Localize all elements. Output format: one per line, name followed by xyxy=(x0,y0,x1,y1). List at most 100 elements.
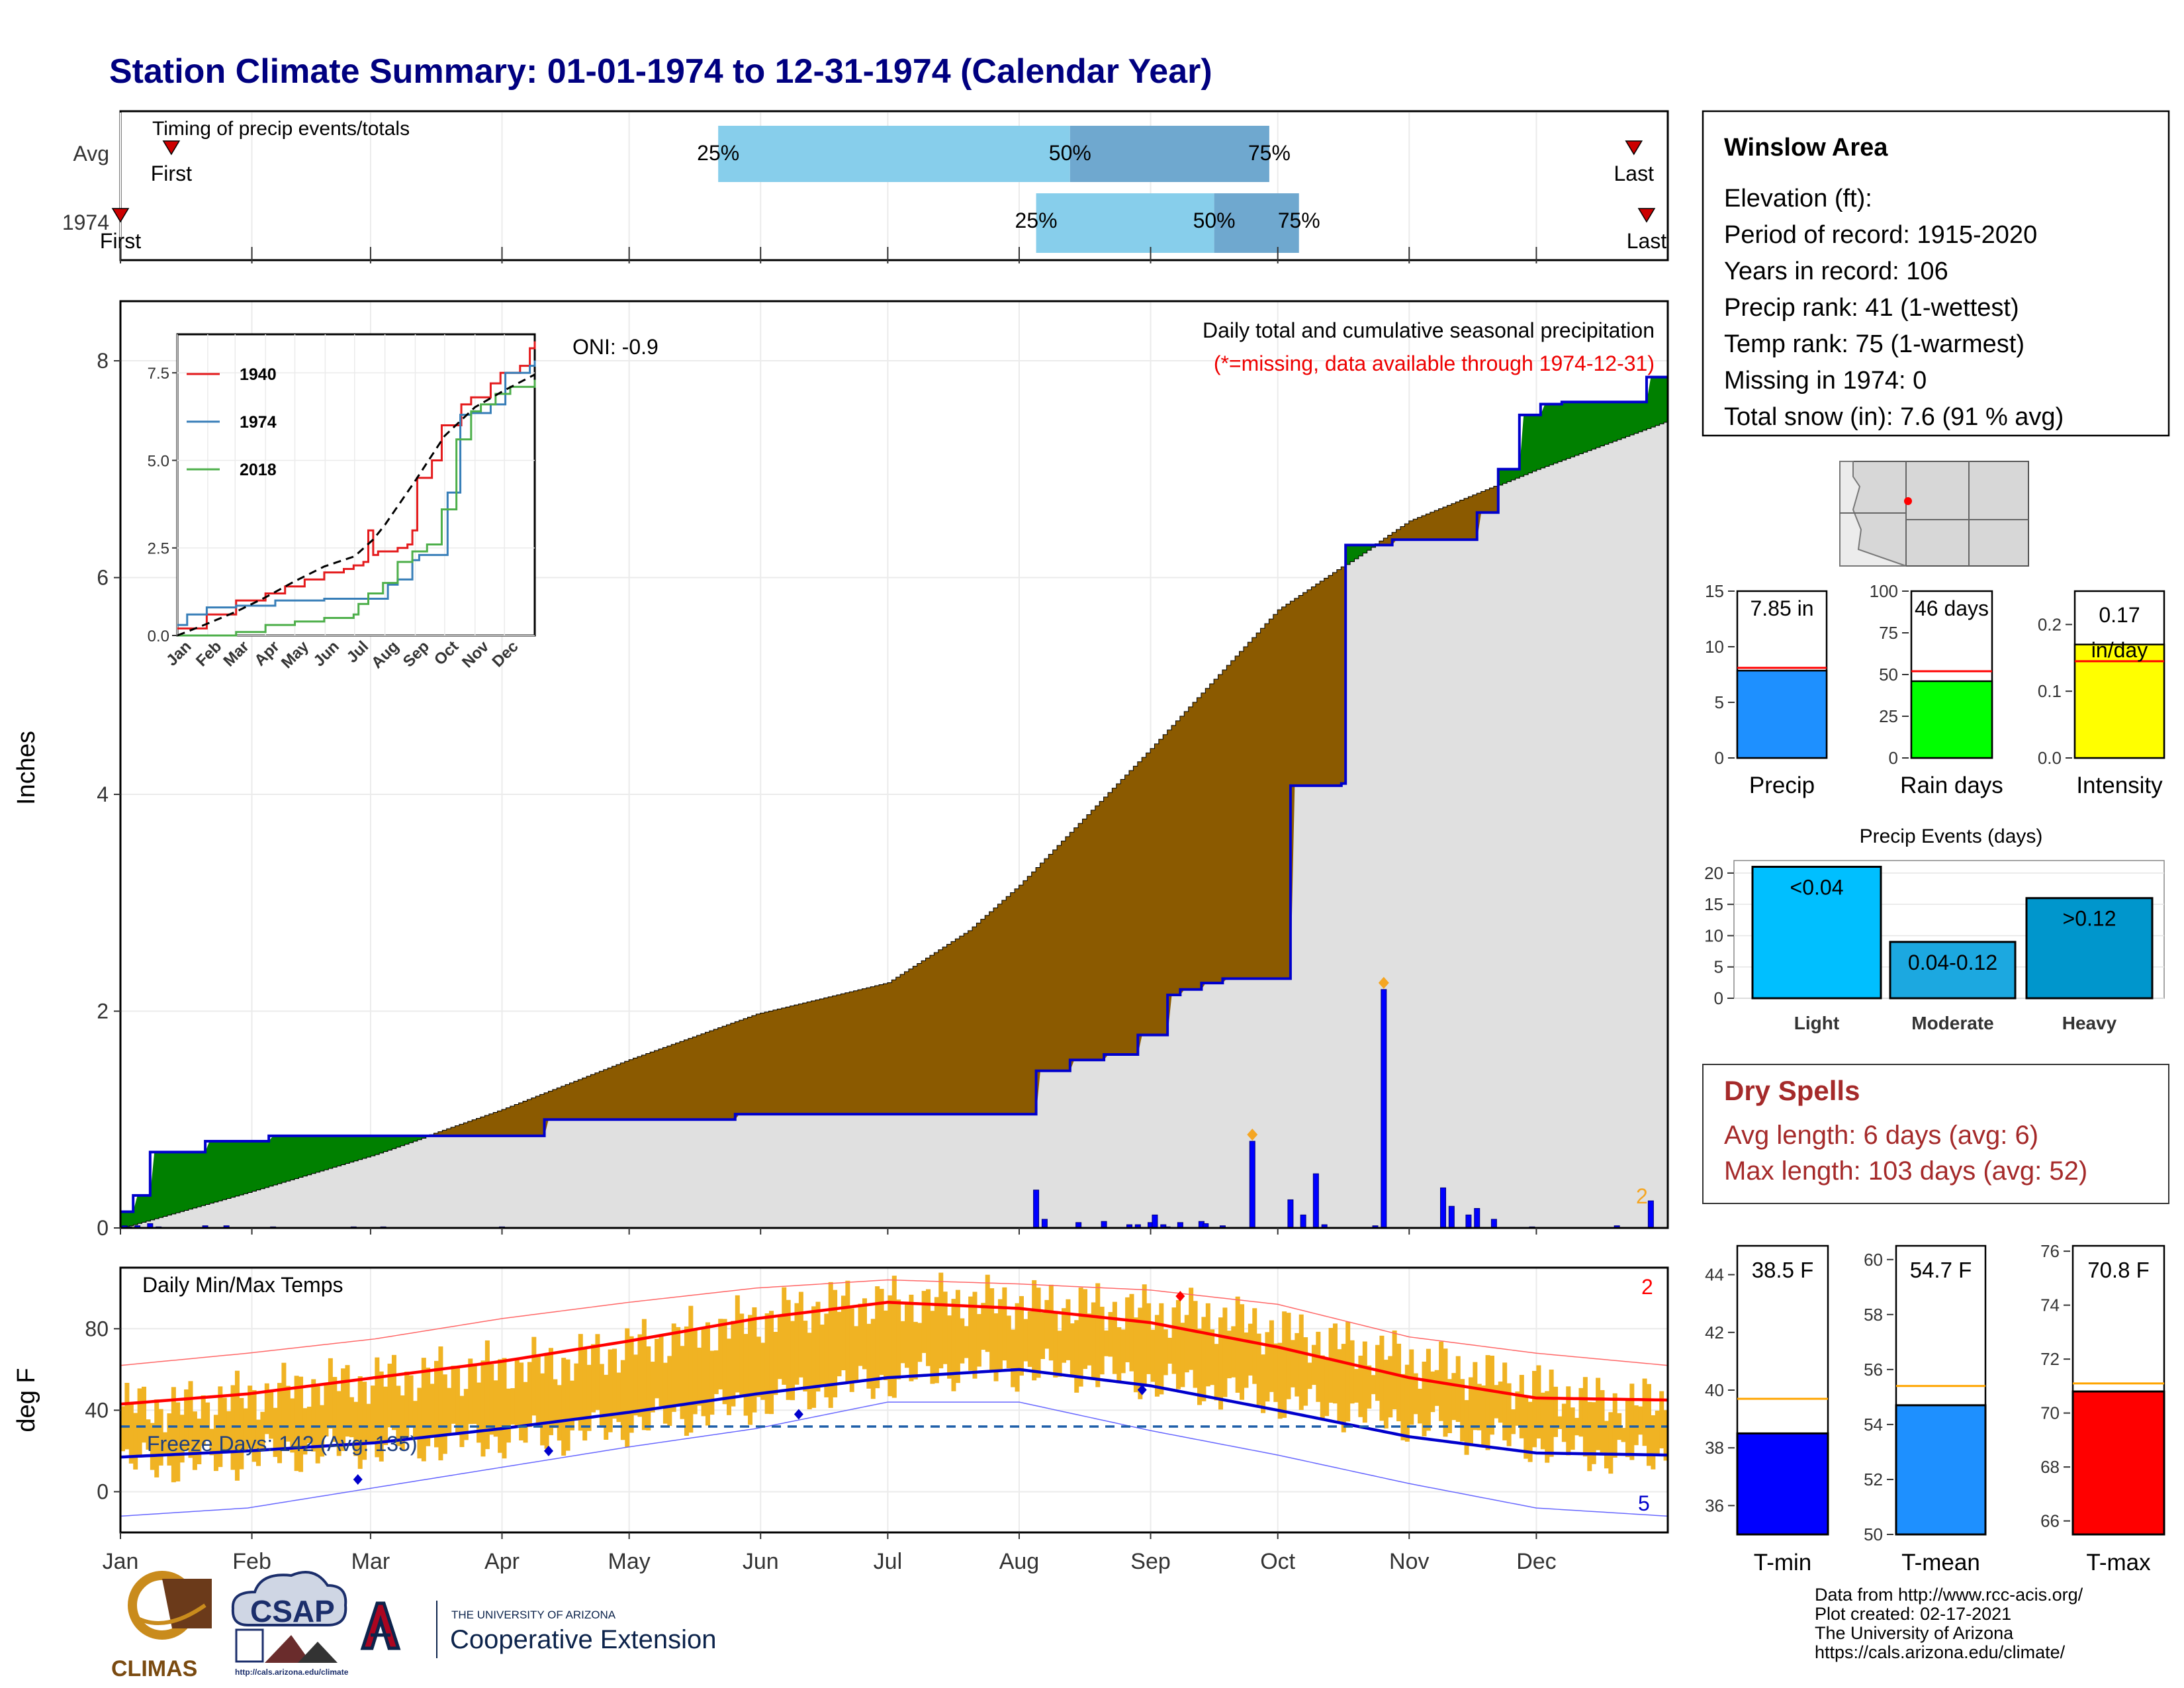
daily-temp-bar xyxy=(480,1360,486,1457)
timing-bar-early xyxy=(718,126,1070,182)
daily-temp-bar xyxy=(197,1419,202,1464)
daily-temp-bar xyxy=(459,1395,465,1448)
daily-precip-bar xyxy=(1465,1214,1472,1228)
daily-temp-bar xyxy=(676,1327,681,1405)
daily-temp-bar xyxy=(269,1392,274,1439)
daily-temp-bar xyxy=(1083,1289,1088,1369)
daily-temp-bar xyxy=(849,1308,854,1392)
mini-temp-label: T-min xyxy=(1754,1550,1812,1575)
daily-temp-bar xyxy=(1015,1303,1020,1392)
daily-temp-bar xyxy=(569,1380,574,1430)
mini-temp-bar xyxy=(1736,1432,1829,1536)
daily-temp-bar xyxy=(438,1346,443,1461)
daily-temp-bar xyxy=(1430,1371,1435,1413)
climas-logo[interactable]: CLIMAS xyxy=(111,1571,212,1681)
daily-temp-bar xyxy=(1608,1412,1614,1474)
daily-temp-bar xyxy=(273,1407,278,1457)
daily-temp-bar xyxy=(692,1329,698,1415)
daily-temp-bar xyxy=(1375,1344,1381,1401)
daily-temp-bar xyxy=(1048,1284,1054,1361)
daily-temp-bar xyxy=(1069,1323,1075,1378)
timing-last-marker xyxy=(1625,140,1643,156)
daily-temp-bar xyxy=(688,1305,694,1433)
daily-temp-bar xyxy=(854,1326,859,1382)
timing-first-marker xyxy=(162,140,181,156)
daily-temp-bar xyxy=(769,1311,774,1415)
daily-precip-bar xyxy=(1177,1222,1183,1228)
daily-temp-bar xyxy=(226,1411,232,1453)
daily-temp-bar xyxy=(1566,1386,1571,1456)
daily-temp-bar xyxy=(1163,1329,1168,1376)
daily-temp-bar xyxy=(523,1382,528,1443)
daily-temp-bar xyxy=(336,1391,341,1456)
mini-precip-ytick-label: 5 xyxy=(1715,692,1724,712)
daily-temp-bar xyxy=(1651,1415,1656,1470)
daily-temp-bar xyxy=(163,1432,168,1456)
daily-temp-bar xyxy=(1413,1373,1418,1415)
daily-temp-bar xyxy=(837,1311,842,1377)
csap-url: http://cals.arizona.edu/climate xyxy=(235,1667,349,1677)
station-line: Missing in 1974: 0 xyxy=(1724,367,1927,395)
daily-temp-bar xyxy=(1545,1391,1550,1463)
daily-temp-bar xyxy=(502,1358,507,1459)
daily-temp-bar xyxy=(646,1346,651,1430)
mini-precip-value-label: 0.17 xyxy=(2099,603,2140,627)
mini-temp-ytick-label: 72 xyxy=(2040,1349,2060,1369)
daily-temp-bar xyxy=(1532,1370,1537,1448)
mini-temp-ytick-label: 66 xyxy=(2040,1511,2060,1531)
daily-temp-bar xyxy=(1099,1307,1105,1375)
daily-temp-bar xyxy=(167,1413,172,1466)
x-month-label: Jul xyxy=(874,1549,902,1574)
daily-temp-bar xyxy=(866,1323,872,1389)
x-month-label: May xyxy=(608,1549,651,1574)
daily-temp-bar xyxy=(1655,1411,1660,1456)
daily-temp-bar xyxy=(290,1398,295,1453)
precip-events-bar-label: <0.04 xyxy=(1790,875,1844,899)
daily-temp-bar xyxy=(1367,1365,1372,1409)
daily-temp-bar xyxy=(701,1327,706,1417)
daily-temp-bar xyxy=(535,1356,541,1427)
temp-ytick-label: 40 xyxy=(85,1398,109,1422)
inset-ytick-label: 0.0 xyxy=(148,628,169,645)
daily-temp-bar xyxy=(1273,1343,1279,1402)
daily-temp-bar xyxy=(1498,1382,1503,1423)
daily-temp-bar xyxy=(1392,1330,1397,1409)
station-line: Years in record: 106 xyxy=(1724,258,1948,285)
csap-logo[interactable]: CSAP http://cals.arizona.edu/climate xyxy=(231,1571,349,1677)
daily-temp-bar xyxy=(463,1389,469,1440)
credit-line: Data from http://www.rcc-acis.org/ xyxy=(1815,1585,2083,1605)
mini-temp-value-label: 54.7 F xyxy=(1910,1258,1972,1282)
daily-temp-bar xyxy=(1298,1314,1304,1410)
mini-temp-ytick-label: 36 xyxy=(1705,1495,1724,1515)
precip-events-title: Precip Events (days) xyxy=(1860,825,2043,847)
inset-ytick-label: 2.5 xyxy=(148,540,169,558)
daily-temp-bar xyxy=(811,1306,817,1408)
mini-temp-ytick-label: 68 xyxy=(2040,1457,2060,1477)
timing-bar-early xyxy=(1036,193,1214,253)
daily-temp-bar xyxy=(862,1298,867,1370)
daily-temp-bar xyxy=(519,1362,524,1441)
daily-precip-bar xyxy=(1448,1205,1455,1228)
daily-temp-bar xyxy=(926,1289,931,1366)
mini-temp-label: T-mean xyxy=(1901,1550,1980,1575)
daily-temp-bar xyxy=(412,1401,418,1439)
precip-events-bar xyxy=(1751,865,1882,1000)
daily-temp-bar xyxy=(146,1419,151,1450)
daily-temp-bar xyxy=(1023,1319,1028,1362)
daily-temp-bar xyxy=(1240,1304,1245,1400)
inset-ytick-label: 5.0 xyxy=(148,452,169,470)
daily-temp-bar xyxy=(858,1303,863,1366)
daily-temp-bar xyxy=(1036,1288,1041,1378)
inset-series-average xyxy=(177,373,535,637)
timing-last-label: Last xyxy=(1614,162,1655,185)
daily-temp-bar xyxy=(1621,1428,1626,1442)
mini-temp-ytick-label: 54 xyxy=(1864,1415,1883,1434)
daily-temp-bar xyxy=(213,1415,218,1472)
daily-temp-bar xyxy=(154,1399,159,1477)
ua-logo[interactable]: THE UNIVERSITY OF ARIZONA Cooperative Ex… xyxy=(360,1601,716,1658)
inset-ytick-label: 7.5 xyxy=(148,365,169,383)
daily-temp-bar xyxy=(1549,1369,1554,1457)
daily-temp-bar xyxy=(468,1358,473,1425)
daily-temp-bar xyxy=(248,1385,253,1449)
